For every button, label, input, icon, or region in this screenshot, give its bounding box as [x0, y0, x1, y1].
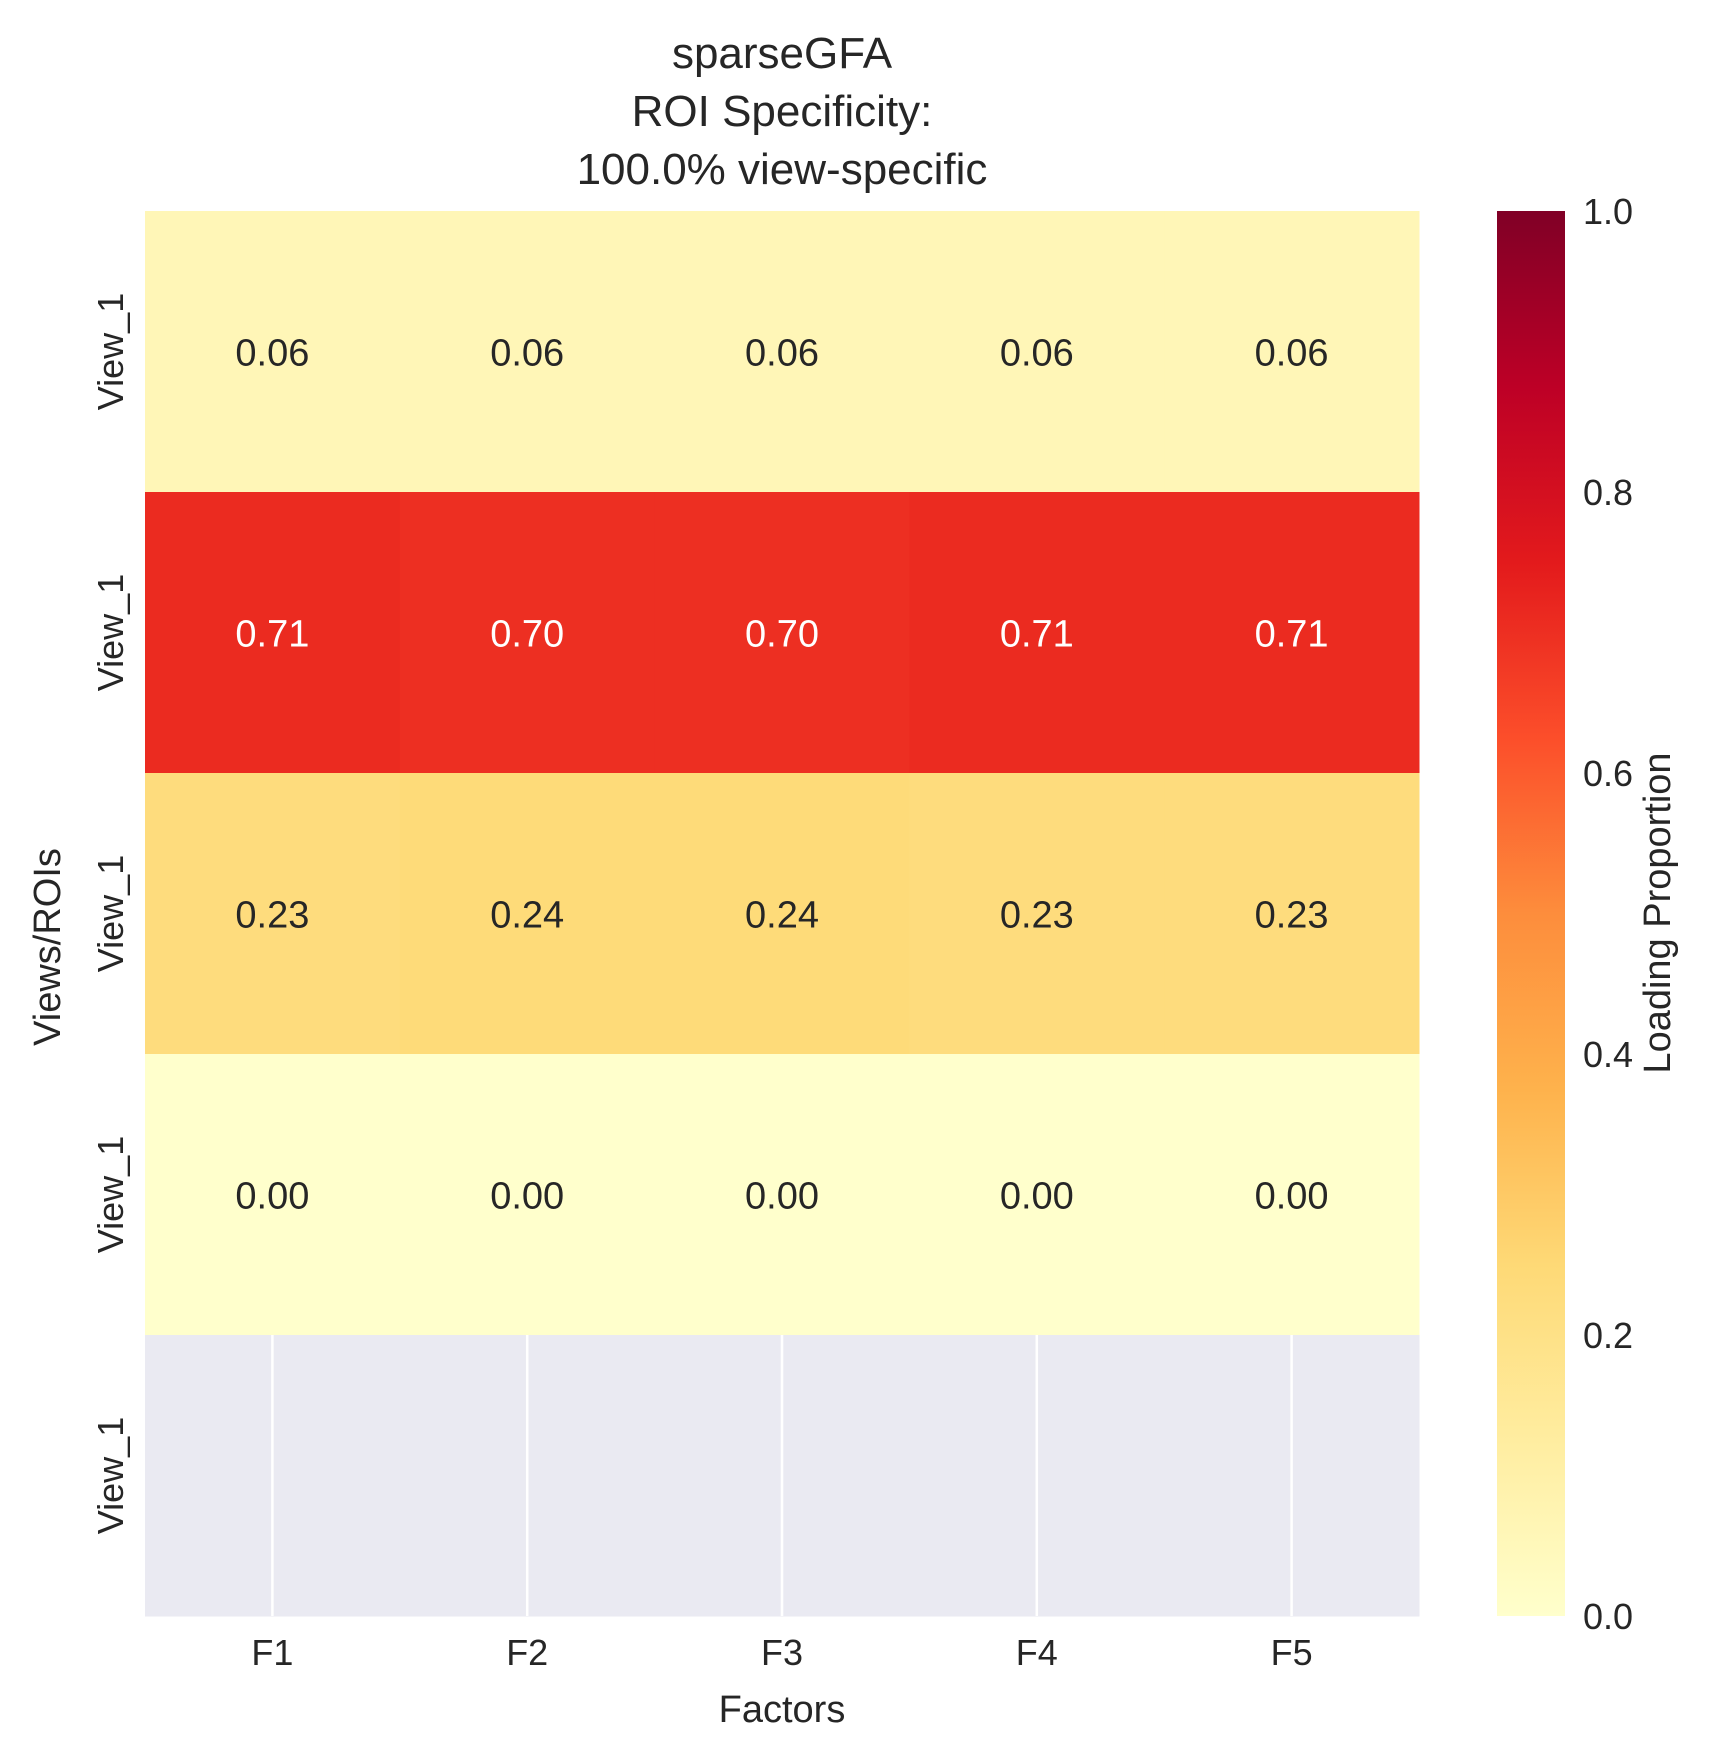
- colorbar-tick-labels: 0.0 0.2 0.4 0.6 0.8 1.0: [1583, 191, 1633, 1637]
- cell-value-label: 0.00: [490, 1176, 564, 1218]
- heatmap-cell: [909, 1054, 1165, 1336]
- heatmap-cell: [1164, 773, 1420, 1055]
- heatmap-cell: [145, 1054, 401, 1336]
- heatmap-cell: [909, 773, 1165, 1055]
- heatmap-cell: [145, 492, 401, 774]
- colorbar-tick-label: 0.8: [1583, 472, 1633, 513]
- heatmap-cell: [909, 492, 1165, 774]
- heatmap-cell: [145, 773, 401, 1055]
- colorbar: [1497, 211, 1565, 1616]
- cell-value-label: 0.70: [745, 614, 819, 656]
- heatmap-cell: [399, 492, 656, 774]
- x-tick-label: F1: [251, 1632, 293, 1673]
- heatmap-cell: [909, 211, 1165, 493]
- y-tick-labels: View_1 View_1 View_1 View_1 View_1: [90, 293, 131, 1534]
- colorbar-tick-label: 0.6: [1583, 753, 1633, 794]
- heatmap-cell: [399, 773, 656, 1055]
- cell-annotations: 0.06 0.06 0.06 0.06 0.06 0.71 0.70 0.70 0.71 0.71…: [235, 333, 1328, 1218]
- x-tick-label: F4: [1016, 1632, 1058, 1673]
- x-axis-label: Factors: [719, 1689, 846, 1731]
- cell-value-label: 0.70: [490, 614, 564, 656]
- y-tick-label: View_1: [90, 574, 131, 691]
- cell-value-label: 0.23: [1255, 895, 1329, 937]
- heatmap-cell: [1164, 211, 1420, 493]
- y-tick-label: View_1: [90, 1136, 131, 1253]
- cell-value-label: 0.23: [1000, 895, 1074, 937]
- cell-value-label: 0.71: [1000, 614, 1074, 656]
- heatmap-cell: [1164, 492, 1420, 774]
- cell-value-label: 0.06: [1255, 333, 1329, 375]
- x-tick-labels: F1 F2 F3 F4 F5: [251, 1632, 1312, 1673]
- cell-value-label: 0.06: [1000, 333, 1074, 375]
- heatmap-cell: [399, 1054, 656, 1336]
- chart-title-line-1: sparseGFA: [672, 29, 893, 78]
- cell-value-label: 0.06: [745, 333, 819, 375]
- x-tick-label: F2: [506, 1632, 548, 1673]
- colorbar-tick-label: 0.4: [1583, 1034, 1633, 1075]
- cell-value-label: 0.06: [490, 333, 564, 375]
- colorbar-tick-label: 1.0: [1583, 191, 1633, 232]
- cell-value-label: 0.24: [490, 895, 564, 937]
- y-axis-label: Views/ROIs: [27, 848, 69, 1046]
- cell-value-label: 0.06: [235, 333, 309, 375]
- x-tick-label: F5: [1271, 1632, 1313, 1673]
- y-tick-label: View_1: [90, 293, 131, 410]
- heatmap-cell: [399, 211, 656, 493]
- heatmap-cell: [1164, 1054, 1420, 1336]
- heatmap-cell: [654, 492, 910, 774]
- colorbar-label: Loading Proportion: [1637, 752, 1679, 1073]
- heatmap-cells: [145, 211, 1420, 1617]
- missing-row-gridlines: [271, 1335, 1293, 1616]
- cell-value-label: 0.00: [1000, 1176, 1074, 1218]
- heatmap-cell: [145, 211, 401, 493]
- cell-value-label: 0.00: [235, 1176, 309, 1218]
- heatmap-cell: [654, 1054, 910, 1336]
- chart-title-line-2: ROI Specificity:: [632, 87, 933, 136]
- colorbar-tick-label: 0.0: [1583, 1596, 1633, 1637]
- colorbar-tick-label: 0.2: [1583, 1315, 1633, 1356]
- heatmap-cell: [654, 211, 910, 493]
- cell-value-label: 0.24: [745, 895, 819, 937]
- chart-title-line-3: 100.0% view-specific: [577, 145, 988, 194]
- cell-value-label: 0.71: [1255, 614, 1329, 656]
- cell-value-label: 0.00: [1255, 1176, 1329, 1218]
- y-tick-label: View_1: [90, 1417, 131, 1534]
- cell-value-label: 0.23: [235, 895, 309, 937]
- heatmap-cell: [654, 773, 910, 1055]
- x-tick-label: F3: [761, 1632, 803, 1673]
- cell-value-label: 0.00: [745, 1176, 819, 1218]
- y-tick-label: View_1: [90, 855, 131, 972]
- cell-value-label: 0.71: [235, 614, 309, 656]
